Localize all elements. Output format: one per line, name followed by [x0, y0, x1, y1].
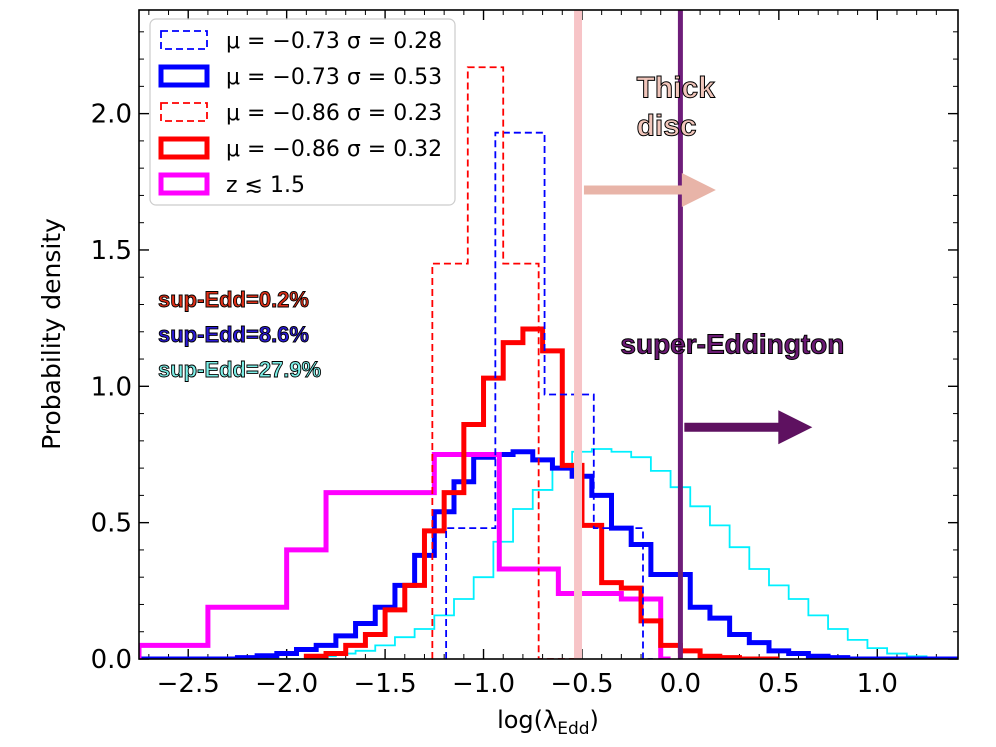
y-tick-label: 0.5	[91, 509, 132, 539]
histogram-series-5	[139, 448, 958, 659]
sup-edd-label: sup-Edd=8.6%	[158, 322, 309, 347]
legend-swatch	[158, 172, 210, 196]
legend-label: μ = −0.73 σ = 0.53	[226, 65, 442, 90]
x-tick-label: −1.5	[354, 669, 417, 699]
y-tick-label: 1.0	[91, 372, 132, 402]
legend-frame	[149, 18, 456, 206]
plot-frame	[138, 9, 959, 660]
x-tick-label: 1.0	[857, 669, 898, 699]
x-tick-label: 0.0	[660, 669, 701, 699]
legend-label: z ≲ 1.5	[226, 173, 305, 198]
legend: μ = −0.73 σ = 0.28 μ = −0.73 σ = 0.53 μ = …	[149, 18, 456, 206]
overlay-layer	[574, 10, 813, 659]
histogram-series-1	[139, 449, 958, 659]
y-tick-label: 2.0	[91, 100, 132, 130]
annotation-layer: Thick disc super-Eddington sup-Edd=0.2% sup-…	[158, 71, 845, 383]
legend-label: μ = −0.86 σ = 0.23	[226, 101, 442, 126]
x-tick-label: −2.5	[157, 669, 220, 699]
x-tick-label: 0.5	[758, 669, 799, 699]
x-axis-label: log(λEdd)	[497, 706, 599, 739]
sup-edd-label: sup-Edd=0.2%	[158, 287, 309, 312]
y-tick-label: 0.0	[91, 645, 132, 675]
x-tick-label: −2.0	[255, 669, 318, 699]
histogram-series-2	[431, 66, 575, 659]
annotation-text: disc	[637, 109, 697, 142]
ticks-layer: −2.5 −2.0 −1.5 −1.0 −0.5 0.0 0.5 1.0 0.0 0.5 1.0 1.…	[91, 10, 958, 699]
legend-label: μ = −0.86 σ = 0.32	[226, 137, 442, 162]
y-axis-label: Probability density	[37, 218, 66, 450]
legend-swatch	[158, 136, 210, 160]
histogram-series-4	[139, 451, 671, 659]
x-tick-label: −1.0	[452, 669, 515, 699]
annotation-text: Thick	[637, 71, 716, 104]
legend-swatch	[158, 64, 210, 88]
legend-swatch	[160, 30, 208, 50]
legend-swatch	[160, 102, 208, 122]
x-tick-label: −0.5	[550, 669, 613, 699]
histogram-series-0	[445, 131, 653, 659]
thick-disc-arrow-head	[681, 172, 716, 207]
annotation-text: super-Eddington	[620, 329, 844, 360]
y-tick-label: 1.5	[91, 236, 132, 266]
sup-edd-label: sup-Edd=27.9%	[158, 357, 321, 382]
legend-label: μ = −0.73 σ = 0.28	[226, 29, 442, 54]
super-eddington-arrow-head	[778, 410, 813, 445]
